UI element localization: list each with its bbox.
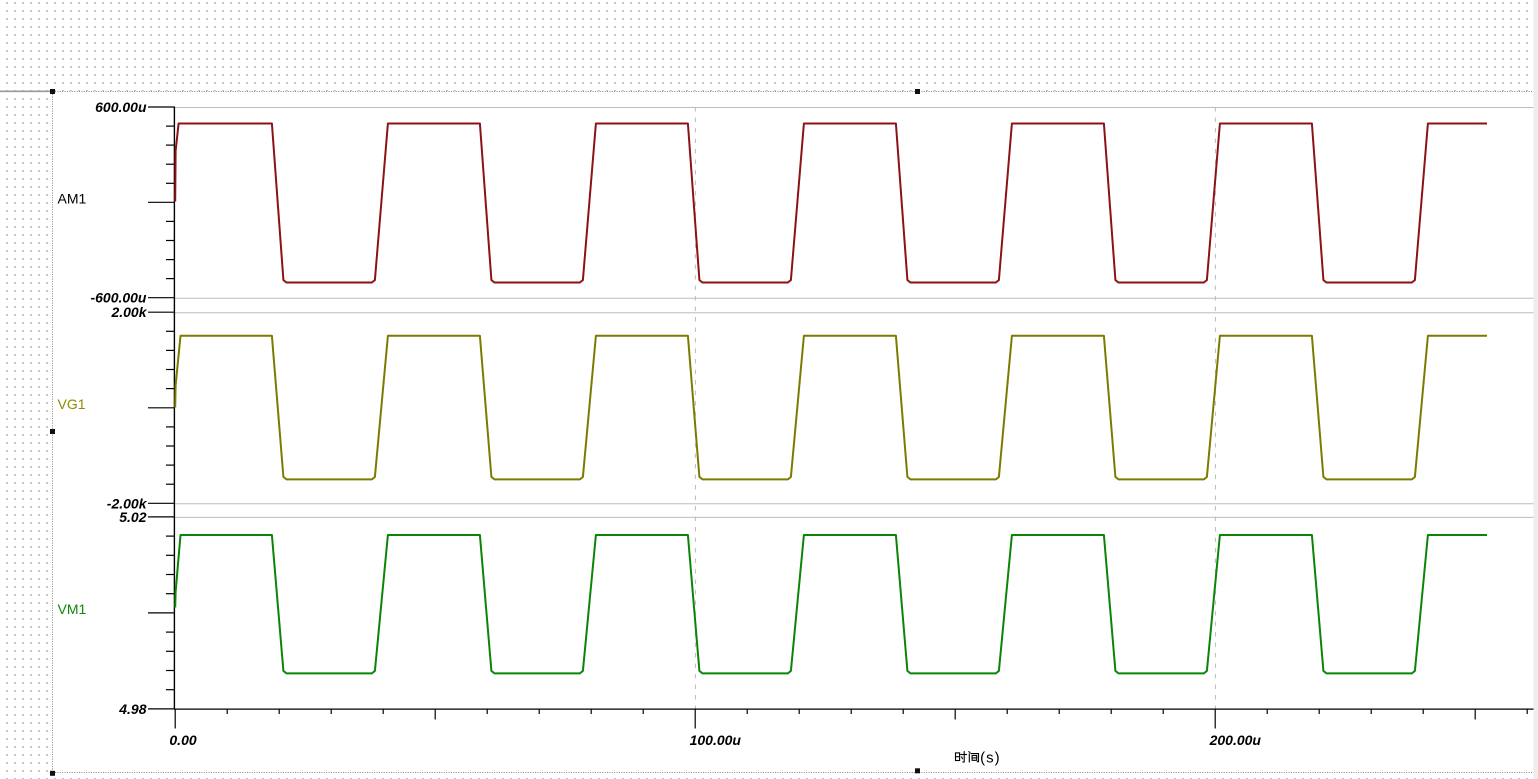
svg-text:VM1: VM1 (58, 601, 87, 617)
svg-text:-2.00k: -2.00k (107, 495, 148, 511)
svg-text:100.00u: 100.00u (690, 732, 742, 748)
svg-text:4.98: 4.98 (118, 701, 146, 717)
svg-text:200.00u: 200.00u (1209, 732, 1262, 748)
svg-text:-600.00u: -600.00u (90, 290, 146, 306)
svg-text:5.02: 5.02 (119, 509, 146, 525)
svg-text:0.00: 0.00 (169, 732, 196, 748)
svg-text:VG1: VG1 (58, 396, 86, 412)
svg-text:600.00u: 600.00u (95, 99, 147, 115)
svg-text:(s): (s) (980, 750, 1001, 767)
svg-text:AM1: AM1 (58, 191, 87, 207)
svg-text:2.00k: 2.00k (110, 304, 147, 320)
